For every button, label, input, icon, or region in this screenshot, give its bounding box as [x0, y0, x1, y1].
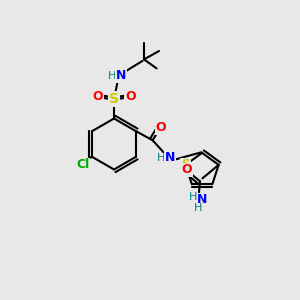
- Text: N: N: [116, 69, 126, 82]
- Text: H: H: [194, 203, 203, 213]
- Text: H: H: [108, 71, 116, 81]
- Text: S: S: [109, 92, 119, 106]
- Text: H: H: [157, 153, 165, 163]
- Text: Cl: Cl: [76, 158, 90, 172]
- Text: H: H: [189, 192, 197, 202]
- Text: O: O: [92, 90, 103, 103]
- Text: N: N: [197, 194, 207, 206]
- Text: O: O: [125, 90, 136, 103]
- Text: O: O: [156, 121, 166, 134]
- Text: S: S: [181, 158, 190, 171]
- Text: O: O: [182, 164, 192, 176]
- Text: N: N: [165, 151, 175, 164]
